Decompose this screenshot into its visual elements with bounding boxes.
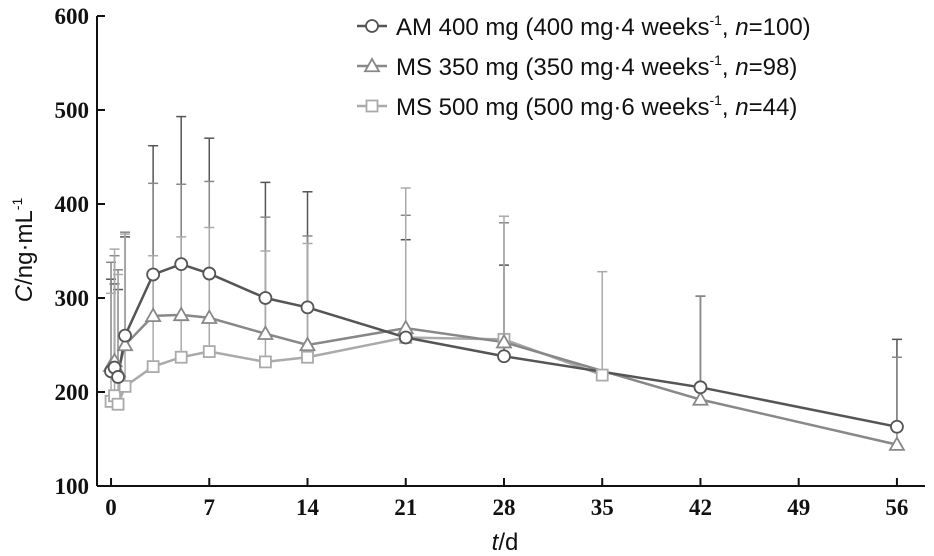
- y-axis-unit: ng·mL: [11, 210, 38, 278]
- circle-marker: [111, 370, 125, 384]
- square-marker: [365, 99, 379, 113]
- circle-marker: [890, 419, 904, 434]
- square-marker: [595, 368, 609, 382]
- x-axis-symbol: t: [492, 529, 500, 556]
- x-tick-label: 14: [296, 495, 320, 520]
- x-tick-label: 42: [689, 495, 712, 520]
- y-tick-label: 100: [55, 474, 90, 499]
- x-tick-label: 56: [885, 495, 908, 520]
- circle-marker: [398, 330, 413, 345]
- y-tick-label: 600: [55, 4, 90, 29]
- y-tick-label: 300: [55, 286, 90, 311]
- x-axis: 0 7 14 21 28 35 42 49 56: [97, 478, 925, 520]
- circle-marker: [174, 257, 189, 272]
- triangle-marker: [172, 306, 190, 322]
- circle-marker: [300, 300, 315, 315]
- triangle-marker: [888, 435, 906, 451]
- x-tick-label: 49: [787, 495, 810, 520]
- x-axis-slash: /: [498, 529, 505, 556]
- legend-label: MS 350 mg (350 mg·4 weeks-1, n=98): [396, 52, 797, 81]
- square-marker: [202, 345, 216, 358]
- x-axis-unit: d: [505, 529, 518, 556]
- circle-marker: [202, 266, 217, 281]
- x-tick-label: 35: [591, 495, 614, 520]
- y-axis: 100 200 300 400 500 600: [55, 4, 105, 499]
- square-marker: [301, 350, 314, 364]
- square-marker: [111, 397, 125, 411]
- circle-marker: [146, 267, 161, 282]
- series-line: [109, 336, 603, 408]
- y-tick-label: 500: [55, 98, 90, 123]
- y-axis-slash: /: [11, 278, 38, 285]
- y-axis-title: C/ng·mL-1: [9, 198, 38, 303]
- legend: AM 400 mg (400 mg·4 weeks-1, n=100) MS 35…: [357, 12, 811, 121]
- circle-marker: [258, 291, 273, 305]
- triangle-marker: [256, 324, 274, 340]
- y-tick-label: 200: [55, 380, 90, 405]
- series-markers: [102, 257, 906, 451]
- triangle-marker: [298, 336, 317, 352]
- x-axis-title: t/d: [492, 529, 519, 556]
- x-tick-label: 28: [492, 495, 515, 520]
- triangle-marker: [363, 57, 381, 73]
- legend-label: AM 400 mg (400 mg·4 weeks-1, n=100): [396, 12, 811, 41]
- circle-marker: [365, 19, 379, 33]
- y-tick-label: 400: [55, 192, 90, 217]
- triangle-marker: [495, 333, 513, 349]
- triangle-marker: [200, 308, 218, 324]
- triangle-marker: [144, 307, 162, 323]
- x-tick-label: 7: [204, 495, 216, 520]
- triangle-marker: [116, 336, 134, 352]
- x-tick-label: 21: [394, 495, 417, 520]
- legend-label: MS 500 mg (500 mg·6 weeks-1, n=44): [396, 92, 797, 121]
- circle-marker: [497, 349, 511, 364]
- square-marker: [174, 350, 188, 364]
- x-tick-label: 0: [105, 495, 117, 520]
- circle-marker: [118, 328, 132, 343]
- y-axis-symbol: C: [11, 284, 38, 302]
- y-axis-unit-sup: -1: [9, 198, 25, 211]
- circle-marker: [693, 380, 708, 395]
- square-marker: [259, 355, 272, 369]
- triangle-marker: [691, 390, 710, 406]
- square-marker: [146, 360, 160, 374]
- square-marker: [118, 379, 132, 393]
- error-bars: [106, 115, 902, 445]
